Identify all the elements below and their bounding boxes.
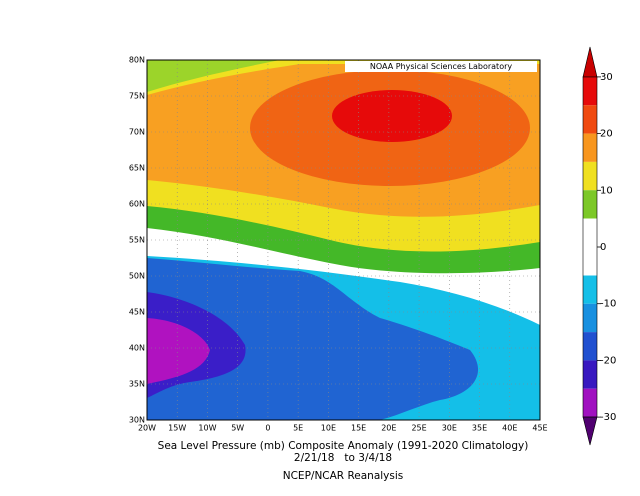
colorbar-tick-label: 0 — [600, 242, 606, 253]
lat-label: 80N — [129, 56, 145, 65]
anomaly-field — [147, 60, 540, 420]
lon-label: 10W — [198, 424, 216, 433]
colorbar-band — [583, 77, 597, 106]
lat-label: 65N — [129, 164, 145, 173]
colorbar-arrow-top — [582, 46, 598, 78]
band-red — [332, 90, 452, 142]
lat-label: 50N — [129, 272, 145, 281]
lat-label: 45N — [129, 308, 145, 317]
lat-label: 60N — [129, 200, 145, 209]
band-blue — [147, 258, 479, 420]
graticule — [147, 60, 540, 420]
credit-box — [345, 61, 537, 72]
caption-dates: 2/21/18 to 3/4/18 — [294, 452, 392, 464]
band-magenta — [147, 318, 210, 384]
lon-label: 45E — [532, 424, 547, 433]
lat-label: 30N — [129, 416, 145, 425]
colorbar-band — [583, 332, 597, 361]
lon-label: 25E — [411, 424, 426, 433]
lon-label: 0 — [265, 424, 270, 433]
band-yellow-green — [147, 60, 280, 92]
credit: NOAA Physical Sciences Laboratory — [370, 62, 513, 71]
colorbar: 30 20 10 0 -10 -20 -30 — [582, 46, 616, 446]
colorbar-ticks: 30 20 10 0 -10 -20 -30 — [597, 72, 616, 423]
colorbar-band — [583, 190, 597, 219]
lon-label: 15E — [351, 424, 366, 433]
colorbar-band — [583, 275, 597, 304]
lat-label: 35N — [129, 380, 145, 389]
caption-source: NCEP/NCAR Reanalysis — [283, 470, 404, 482]
colorbar-band — [583, 105, 597, 134]
lat-label: 70N — [129, 128, 145, 137]
caption-title: Sea Level Pressure (mb) Composite Anomal… — [158, 440, 529, 452]
colorbar-tick-label: -20 — [600, 355, 616, 366]
lon-label: 15W — [168, 424, 186, 433]
map-frame — [146, 59, 541, 421]
colorbar-tick-label: 20 — [600, 129, 613, 140]
colorbar-arrow-bottom — [582, 416, 598, 446]
lon-label: 10E — [321, 424, 336, 433]
colorbar-tick-label: 10 — [600, 185, 613, 196]
colorbar-band — [583, 161, 597, 191]
colorbar-tick-label: -30 — [600, 412, 616, 423]
lat-label: 40N — [129, 344, 145, 353]
colorbar-tick-label: 30 — [600, 72, 613, 83]
lon-label: 35E — [472, 424, 487, 433]
lon-label: 40E — [502, 424, 517, 433]
lon-labels: 20W 15W 10W 5W 0 5E 10E 15E 20E 25E 30E 35E 40E 45E — [138, 424, 548, 433]
colorbar-tick-label: -10 — [600, 299, 616, 310]
lat-label: 75N — [129, 92, 145, 101]
lon-label: 30E — [442, 424, 457, 433]
lon-label: 20E — [381, 424, 396, 433]
colorbar-band — [583, 303, 597, 333]
lon-label: 20W — [138, 424, 156, 433]
lat-labels: 80N 75N 70N 65N 60N 55N 50N 45N 40N 35N 30N — [129, 56, 145, 425]
lat-label: 55N — [129, 236, 145, 245]
colorbar-band — [583, 360, 597, 389]
colorbar-band — [583, 133, 597, 162]
lon-label: 5W — [231, 424, 244, 433]
colorbar-band — [583, 388, 597, 417]
colorbar-band — [583, 218, 597, 276]
lon-label: 5E — [293, 424, 303, 433]
